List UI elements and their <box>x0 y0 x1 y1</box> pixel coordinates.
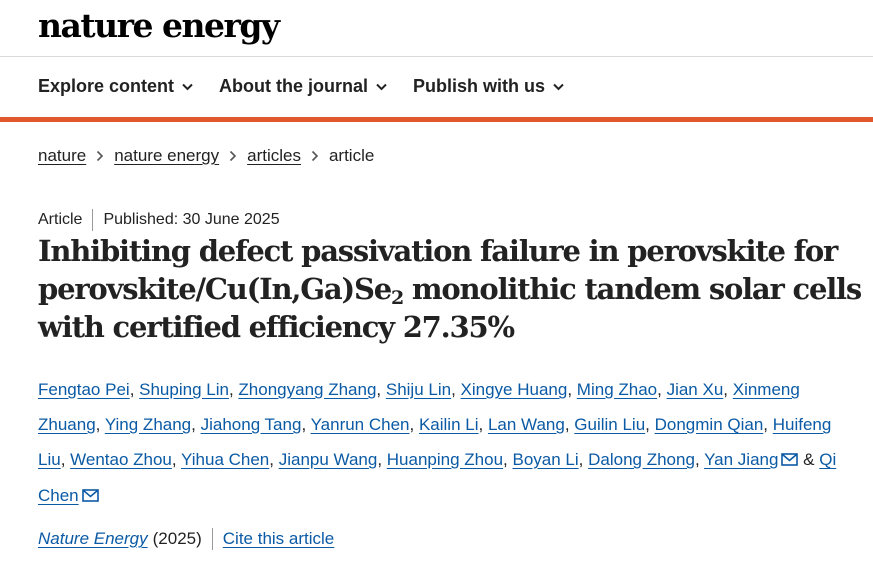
chevron-down-icon <box>376 83 387 91</box>
meta-divider <box>92 209 94 231</box>
accent-bar <box>0 117 873 122</box>
nav-label: About the journal <box>219 76 369 96</box>
article-title: Inhibiting defect passivation failure in… <box>38 232 868 346</box>
article-meta: Article Published: 30 June 2025 <box>38 209 280 231</box>
breadcrumb-articles[interactable]: articles <box>247 146 301 165</box>
publication-year: (2025) <box>152 529 202 548</box>
article-type: Article <box>38 211 83 228</box>
author-link[interactable]: Wentao Zhou <box>70 450 172 469</box>
author-link[interactable]: Jianpu Wang <box>278 450 378 469</box>
breadcrumb-nature[interactable]: nature <box>38 146 87 165</box>
author-link[interactable]: Dalong Zhong <box>588 450 695 469</box>
title-part-2: monolithic tandem solar cells with certi… <box>38 272 862 344</box>
nav-label: Explore content <box>38 76 175 96</box>
author-link[interactable]: Xinmeng Zhuang <box>38 380 800 434</box>
author-link[interactable]: Yihua Chen <box>181 450 270 469</box>
author-link[interactable]: Dongmin Qian <box>654 415 764 434</box>
author-link[interactable]: Xingye Huang <box>460 380 568 399</box>
nav-publish-with-us[interactable]: Publish with us <box>413 76 564 97</box>
nav-explore-content[interactable]: Explore content <box>38 76 193 97</box>
author-link[interactable]: Ming Zhao <box>576 380 658 399</box>
author-link[interactable]: Kailin Li <box>418 415 479 434</box>
chevron-right-icon <box>311 150 319 162</box>
author-link[interactable]: Fengtao Pei <box>38 380 130 399</box>
breadcrumb-current: article <box>328 146 375 165</box>
author-link[interactable]: Jiahong Tang <box>200 415 302 434</box>
nav-label: Publish with us <box>413 76 546 96</box>
author-link[interactable]: Shuping Lin <box>139 380 229 399</box>
author-link[interactable]: Shiju Lin <box>385 380 452 399</box>
author-link[interactable]: Huanping Zhou <box>386 450 504 469</box>
chevron-down-icon <box>182 83 193 91</box>
mail-icon[interactable] <box>781 443 799 478</box>
citation-divider <box>211 528 213 550</box>
title-subscript: 2 <box>390 287 404 309</box>
mail-icon[interactable] <box>81 479 99 514</box>
author-list: Fengtao Pei, Shuping Lin, Zhongyang Zhan… <box>38 372 858 514</box>
author-link[interactable]: Qi Chen <box>38 450 837 505</box>
author-link[interactable]: Jian Xu <box>666 380 724 399</box>
author-link[interactable]: Lan Wang <box>487 415 565 434</box>
author-link[interactable]: Zhongyang Zhang <box>238 380 377 399</box>
breadcrumb: nature nature energy articles article <box>38 146 374 166</box>
main-nav: Explore content About the journal Publis… <box>38 76 590 97</box>
chevron-right-icon <box>96 150 104 162</box>
cite-article-link[interactable]: Cite this article <box>222 529 335 548</box>
site-logo[interactable]: nature energy <box>38 6 280 45</box>
author-link[interactable]: Boyan Li <box>512 450 579 469</box>
citation-line: Nature Energy (2025) Cite this article <box>38 528 334 550</box>
author-link[interactable]: Yanrun Chen <box>310 415 410 434</box>
title-part-1: Inhibiting defect passivation failure in… <box>38 234 838 306</box>
author-link[interactable]: Guilin Liu <box>574 415 646 434</box>
nav-about-journal[interactable]: About the journal <box>219 76 387 97</box>
author-link[interactable]: Ying Zhang <box>104 415 192 434</box>
journal-link[interactable]: Nature Energy <box>38 529 148 548</box>
breadcrumb-nature-energy[interactable]: nature energy <box>114 146 220 165</box>
author-ampersand: & <box>803 450 815 469</box>
published-date: Published: 30 June 2025 <box>103 211 280 228</box>
header-divider <box>0 56 873 57</box>
chevron-down-icon <box>553 83 564 91</box>
author-link[interactable]: Huifeng Liu <box>38 415 832 469</box>
chevron-right-icon <box>229 150 237 162</box>
author-link[interactable]: Yan Jiang <box>704 450 779 469</box>
